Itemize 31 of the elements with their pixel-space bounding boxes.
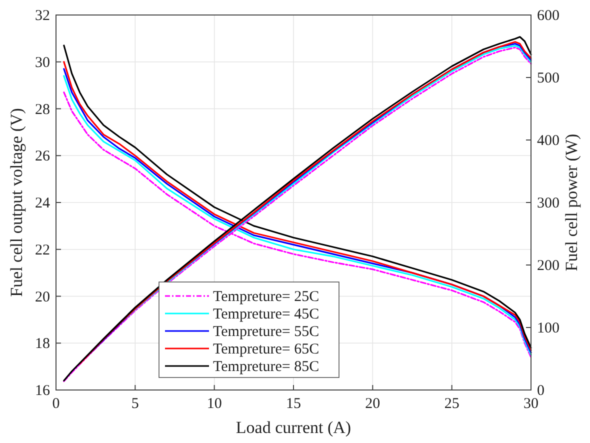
y2-tick-label: 0 bbox=[537, 383, 544, 399]
x-tick-label: 30 bbox=[524, 396, 538, 412]
legend-label: Tempreture= 85C bbox=[213, 359, 320, 375]
x-tick-label: 25 bbox=[444, 396, 460, 412]
y-tick-label: 26 bbox=[35, 148, 50, 165]
legend-label: Tempreture= 45C bbox=[213, 306, 320, 322]
y-axis-title: Fuel cell output voltage (V) bbox=[7, 108, 26, 297]
y-tick-label: 16 bbox=[35, 383, 50, 399]
y-tick-label: 24 bbox=[35, 196, 50, 212]
y-tick-label: 30 bbox=[35, 54, 50, 71]
x-axis-title: Load current (A) bbox=[236, 418, 352, 437]
y2-tick-label: 100 bbox=[537, 320, 560, 336]
y2-tick-label: 300 bbox=[537, 196, 560, 212]
y-tick-label: 18 bbox=[35, 336, 50, 352]
legend-label: Tempreture= 55C bbox=[213, 324, 320, 340]
x-tick-label: 10 bbox=[206, 396, 222, 412]
y-tick-label: 22 bbox=[35, 242, 50, 258]
y-tick-label: 20 bbox=[35, 289, 50, 306]
x-tick-label: 20 bbox=[365, 396, 380, 412]
legend-label: Tempreture= 25C bbox=[213, 289, 320, 305]
x-tick-label: 0 bbox=[52, 396, 60, 412]
y-tick-label: 32 bbox=[35, 8, 50, 24]
y2-tick-label: 200 bbox=[537, 258, 560, 274]
y2-tick-label: 500 bbox=[537, 70, 560, 86]
y2-tick-label: 600 bbox=[537, 8, 560, 24]
y-tick-label: 28 bbox=[35, 102, 50, 118]
y2-tick-label: 400 bbox=[537, 133, 560, 149]
x-tick-label: 5 bbox=[131, 396, 139, 412]
legend-label: Tempreture= 65C bbox=[213, 342, 320, 358]
y2-axis-title: Fuel cell power (W) bbox=[562, 134, 581, 272]
x-tick-label: 15 bbox=[286, 396, 301, 412]
